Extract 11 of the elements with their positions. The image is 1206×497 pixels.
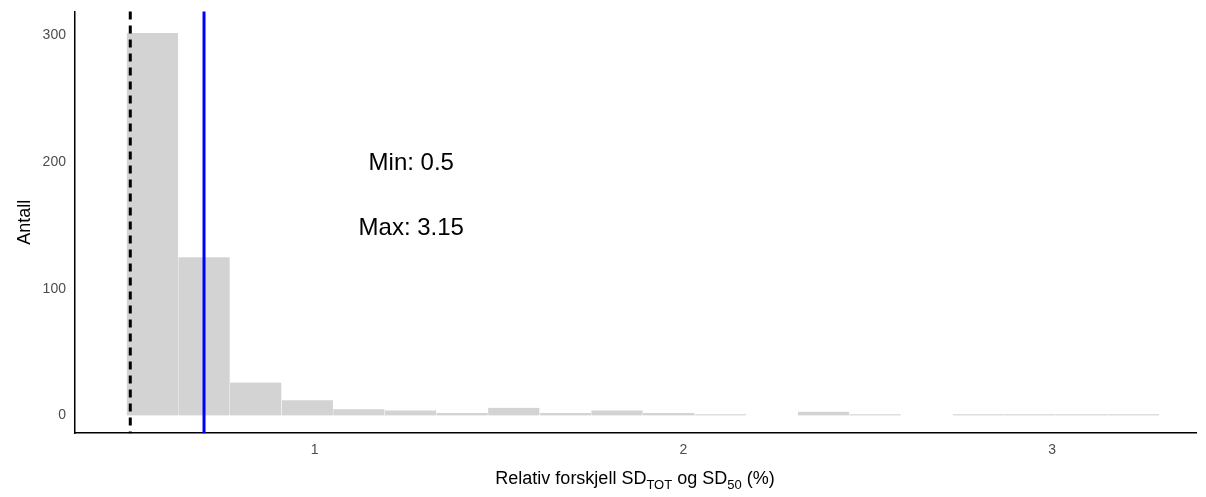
y-tick-label: 200 [42,152,67,169]
y-tick-label: 300 [42,26,67,43]
y-tick-label: 0 [58,406,67,423]
x-tick-label: 2 [679,441,688,458]
x-tick-label: 1 [310,441,319,458]
x-axis-title: Relativ forskjell SD$_{TOT}$ og SD$_{50}$ (%) [494,468,776,492]
y-axis-title: Antall [13,199,34,245]
annotation: Min: 0.5 [368,147,454,175]
y-tick-label: 100 [42,279,67,296]
x-tick-label: 3 [1048,441,1057,458]
annotation: Max: 3.15 [358,213,464,241]
